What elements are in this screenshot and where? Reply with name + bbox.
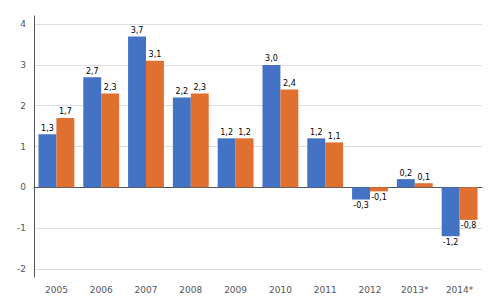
svg-text:2: 2 <box>20 101 26 111</box>
svg-text:0,2: 0,2 <box>399 169 412 178</box>
svg-text:2007: 2007 <box>135 285 158 295</box>
svg-text:1,2: 1,2 <box>310 128 323 137</box>
svg-text:2008: 2008 <box>179 285 202 295</box>
svg-text:2,3: 2,3 <box>104 83 117 92</box>
svg-text:1,7: 1,7 <box>59 107 72 116</box>
svg-text:1,2: 1,2 <box>220 128 233 137</box>
svg-text:-0,1: -0,1 <box>371 193 387 202</box>
svg-text:-1,2: -1,2 <box>443 238 459 247</box>
svg-text:1,2: 1,2 <box>238 128 251 137</box>
svg-text:2013*: 2013* <box>401 285 429 295</box>
svg-text:2,2: 2,2 <box>175 87 188 96</box>
svg-text:1,3: 1,3 <box>41 124 54 133</box>
svg-text:-0,8: -0,8 <box>461 221 477 230</box>
svg-text:2005: 2005 <box>45 285 68 295</box>
svg-text:2011: 2011 <box>314 285 337 295</box>
svg-text:2,4: 2,4 <box>283 79 296 88</box>
svg-text:3,1: 3,1 <box>149 50 162 59</box>
svg-text:2,7: 2,7 <box>86 67 99 76</box>
svg-text:-2: -2 <box>17 264 26 274</box>
svg-text:0,1: 0,1 <box>417 173 430 182</box>
svg-text:3: 3 <box>20 60 26 70</box>
svg-text:4: 4 <box>20 19 26 29</box>
svg-text:2,3: 2,3 <box>193 83 206 92</box>
svg-text:1,1: 1,1 <box>328 132 341 141</box>
svg-text:-1: -1 <box>17 223 26 233</box>
svg-text:2014*: 2014* <box>446 285 474 295</box>
svg-text:0: 0 <box>20 182 26 192</box>
svg-text:2010: 2010 <box>269 285 292 295</box>
svg-text:3,7: 3,7 <box>131 26 144 35</box>
svg-text:1: 1 <box>20 142 26 152</box>
svg-text:-0,3: -0,3 <box>353 201 369 210</box>
svg-text:3,0: 3,0 <box>265 54 278 63</box>
svg-text:2012: 2012 <box>359 285 382 295</box>
svg-text:2006: 2006 <box>90 285 113 295</box>
svg-text:2009: 2009 <box>224 285 247 295</box>
